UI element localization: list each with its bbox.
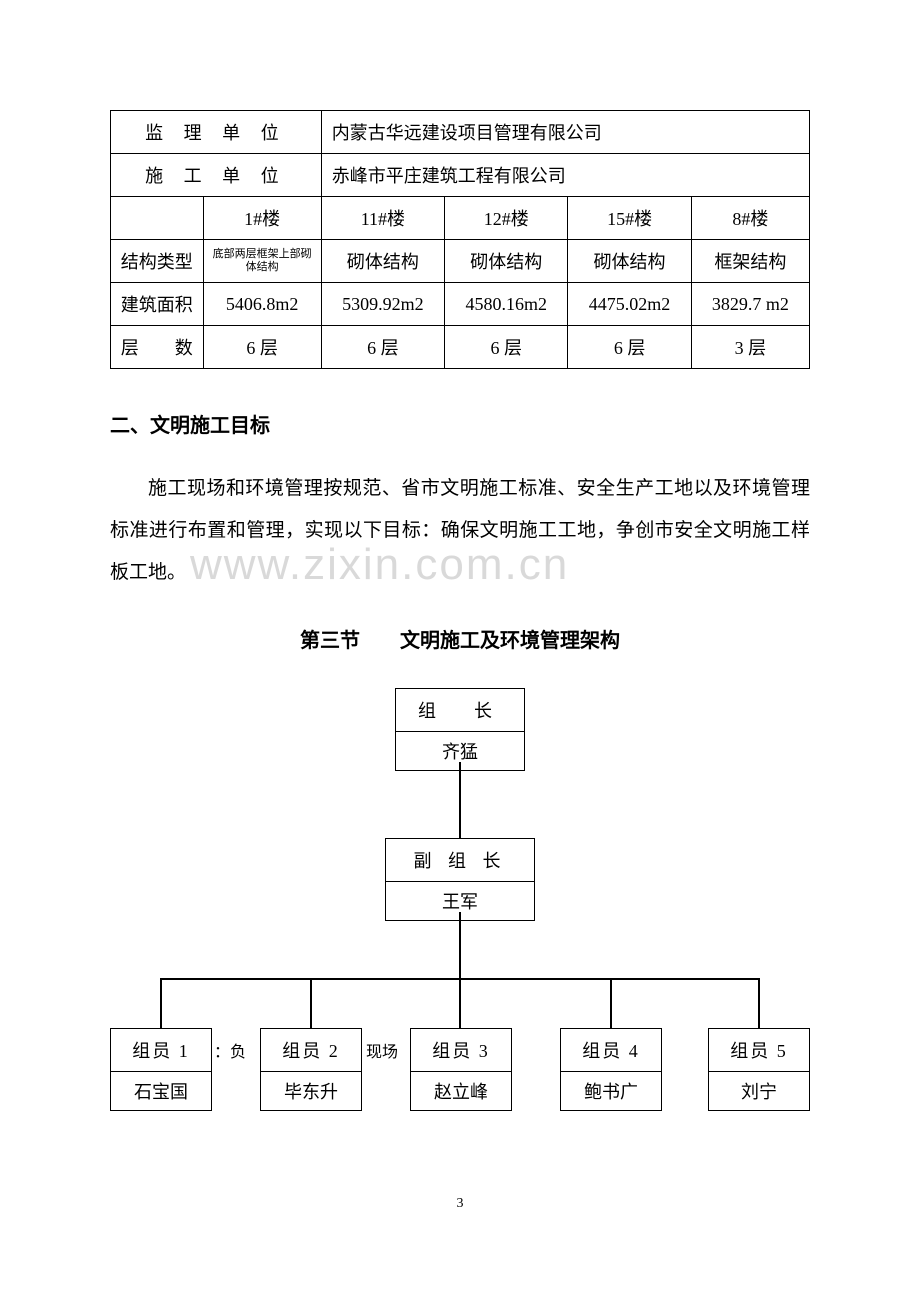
org-m3-name: 赵立峰 [411,1072,511,1110]
org-line-drop-1 [160,978,162,1028]
struct-b12: 砌体结构 [445,240,568,283]
org-m1-name: 石宝国 [111,1072,211,1110]
value-contractor: 赤峰市平庄建筑工程有限公司 [321,154,809,197]
area-b15: 4475.02m2 [568,283,691,326]
annotation-2: 现场 [366,1038,398,1062]
table-row-supervisor: 监 理 单 位 内蒙古华远建设项目管理有限公司 [111,111,810,154]
floors-b8: 3 层 [691,326,809,369]
table-row-structure: 结构类型 底部两层框架上部砌体结构 砌体结构 砌体结构 砌体结构 框架结构 [111,240,810,283]
label-supervisor: 监 理 单 位 [111,111,322,154]
label-area: 建筑面积 [111,283,204,326]
header-b8: 8#楼 [691,197,809,240]
org-deputy-title: 副 组 长 [386,839,534,882]
org-line-drop-3 [459,978,461,1028]
org-member-2: 组员 2 毕东升 [260,1028,362,1111]
org-line-drop-2 [310,978,312,1028]
area-b12: 4580.16m2 [445,283,568,326]
subheading-orgchart: 第三节 文明施工及环境管理架构 [110,624,810,653]
org-m5-name: 刘宁 [709,1072,809,1110]
org-deputy-box: 副 组 长 王军 [385,838,535,921]
struct-b11: 砌体结构 [321,240,444,283]
org-line-vert-2 [459,912,461,978]
org-member-3: 组员 3 赵立峰 [410,1028,512,1111]
org-m1-title: 组员 1 [111,1029,211,1072]
struct-b1: 底部两层框架上部砌体结构 [203,240,321,283]
struct-b8: 框架结构 [691,240,809,283]
value-supervisor: 内蒙古华远建设项目管理有限公司 [321,111,809,154]
header-b1: 1#楼 [203,197,321,240]
header-blank [111,197,204,240]
label-floors: 层 数 [111,326,204,369]
org-m4-name: 鲍书广 [561,1072,661,1110]
org-leader-title: 组 长 [396,689,524,732]
project-info-table: 监 理 单 位 内蒙古华远建设项目管理有限公司 施 工 单 位 赤峰市平庄建筑工… [110,110,810,369]
floors-b11: 6 层 [321,326,444,369]
header-b11: 11#楼 [321,197,444,240]
table-row-area: 建筑面积 5406.8m2 5309.92m2 4580.16m2 4475.0… [111,283,810,326]
org-m5-title: 组员 5 [709,1029,809,1072]
table-row-header: 1#楼 11#楼 12#楼 15#楼 8#楼 [111,197,810,240]
org-m4-title: 组员 4 [561,1029,661,1072]
org-chart: 组 长 齐猛 副 组 长 王军 组员 1 石宝国 组员 2 毕东升 组员 3 赵… [110,688,810,1148]
struct-b15: 砌体结构 [568,240,691,283]
label-contractor: 施 工 单 位 [111,154,322,197]
label-structure: 结构类型 [111,240,204,283]
floors-b1: 6 层 [203,326,321,369]
org-m2-title: 组员 2 [261,1029,361,1072]
table-row-contractor: 施 工 单 位 赤峰市平庄建筑工程有限公司 [111,154,810,197]
org-member-1: 组员 1 石宝国 [110,1028,212,1111]
floors-b12: 6 层 [445,326,568,369]
heading-goals: 二、文明施工目标 [110,409,810,438]
header-b12: 12#楼 [445,197,568,240]
org-line-drop-4 [610,978,612,1028]
area-b11: 5309.92m2 [321,283,444,326]
floors-b15: 6 层 [568,326,691,369]
org-leader-box: 组 长 齐猛 [395,688,525,771]
annotation-1: ：负 [214,1038,246,1062]
org-member-5: 组员 5 刘宁 [708,1028,810,1111]
org-m2-name: 毕东升 [261,1072,361,1110]
org-member-4: 组员 4 鲍书广 [560,1028,662,1111]
paragraph-goals: 施工现场和环境管理按规范、省市文明施工标准、安全生产工地以及环境管理标准进行布置… [110,468,810,593]
org-line-vert-1 [459,762,461,838]
header-b15: 15#楼 [568,197,691,240]
org-line-drop-5 [758,978,760,1028]
org-m3-title: 组员 3 [411,1029,511,1072]
area-b1: 5406.8m2 [203,283,321,326]
page-number: 3 [0,1196,920,1212]
table-row-floors: 层 数 6 层 6 层 6 层 6 层 3 层 [111,326,810,369]
area-b8: 3829.7 m2 [691,283,809,326]
